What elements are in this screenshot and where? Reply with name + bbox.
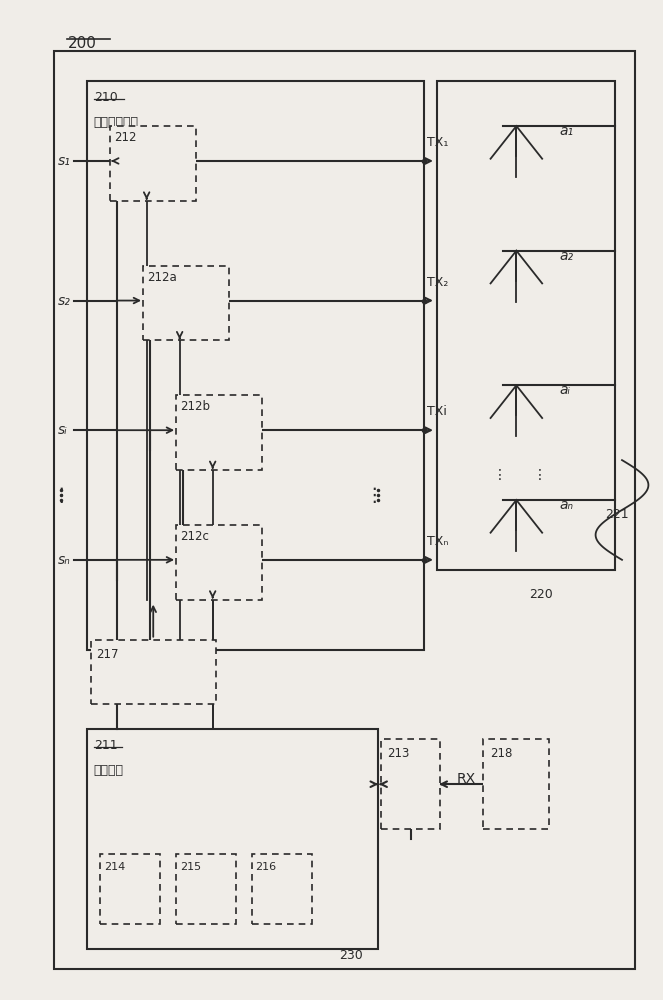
Text: ⋮: ⋮ [51,486,70,505]
Text: 213: 213 [388,747,410,760]
Text: TX₁: TX₁ [427,136,449,149]
FancyBboxPatch shape [88,81,424,650]
Text: s₂: s₂ [58,294,70,308]
FancyBboxPatch shape [100,854,160,924]
Text: 214: 214 [103,862,125,872]
Text: 216: 216 [255,862,276,872]
FancyBboxPatch shape [143,266,229,340]
Text: aₙ: aₙ [560,498,573,512]
Text: 212a: 212a [147,271,176,284]
FancyBboxPatch shape [54,51,635,969]
Text: TXi: TXi [427,405,447,418]
Text: 212c: 212c [180,530,209,543]
Text: TX₂: TX₂ [427,276,449,289]
Text: aᵢ: aᵢ [560,383,570,397]
Text: s₁: s₁ [58,154,70,168]
Text: sᵢ: sᵢ [58,423,67,437]
FancyBboxPatch shape [91,640,216,704]
Text: 218: 218 [490,747,512,760]
FancyBboxPatch shape [381,739,440,829]
FancyBboxPatch shape [110,126,196,201]
Text: 預編碼器模塊: 預編碼器模塊 [94,116,139,129]
Text: 221: 221 [605,508,629,521]
Text: 210: 210 [94,91,117,104]
Text: 220: 220 [530,588,554,601]
Text: 200: 200 [68,36,96,51]
Text: 217: 217 [95,648,118,661]
Text: ⋮: ⋮ [532,468,546,482]
Text: 212b: 212b [180,400,210,413]
FancyBboxPatch shape [176,854,236,924]
Text: 估計模塊: 估計模塊 [94,764,124,777]
Text: a₁: a₁ [560,124,573,138]
Text: ⋮: ⋮ [365,486,384,505]
Text: ⋮: ⋮ [493,468,507,482]
FancyBboxPatch shape [483,739,550,829]
FancyBboxPatch shape [176,525,262,600]
Text: 211: 211 [94,739,117,752]
FancyBboxPatch shape [437,81,615,570]
FancyBboxPatch shape [176,395,262,470]
Text: TXₙ: TXₙ [427,535,449,548]
Text: 215: 215 [180,862,201,872]
Text: sₙ: sₙ [58,553,70,567]
Text: 212: 212 [113,131,136,144]
Text: 230: 230 [339,949,363,962]
Text: RX: RX [457,772,476,786]
FancyBboxPatch shape [253,854,312,924]
Text: a₂: a₂ [560,249,573,263]
FancyBboxPatch shape [88,729,378,949]
